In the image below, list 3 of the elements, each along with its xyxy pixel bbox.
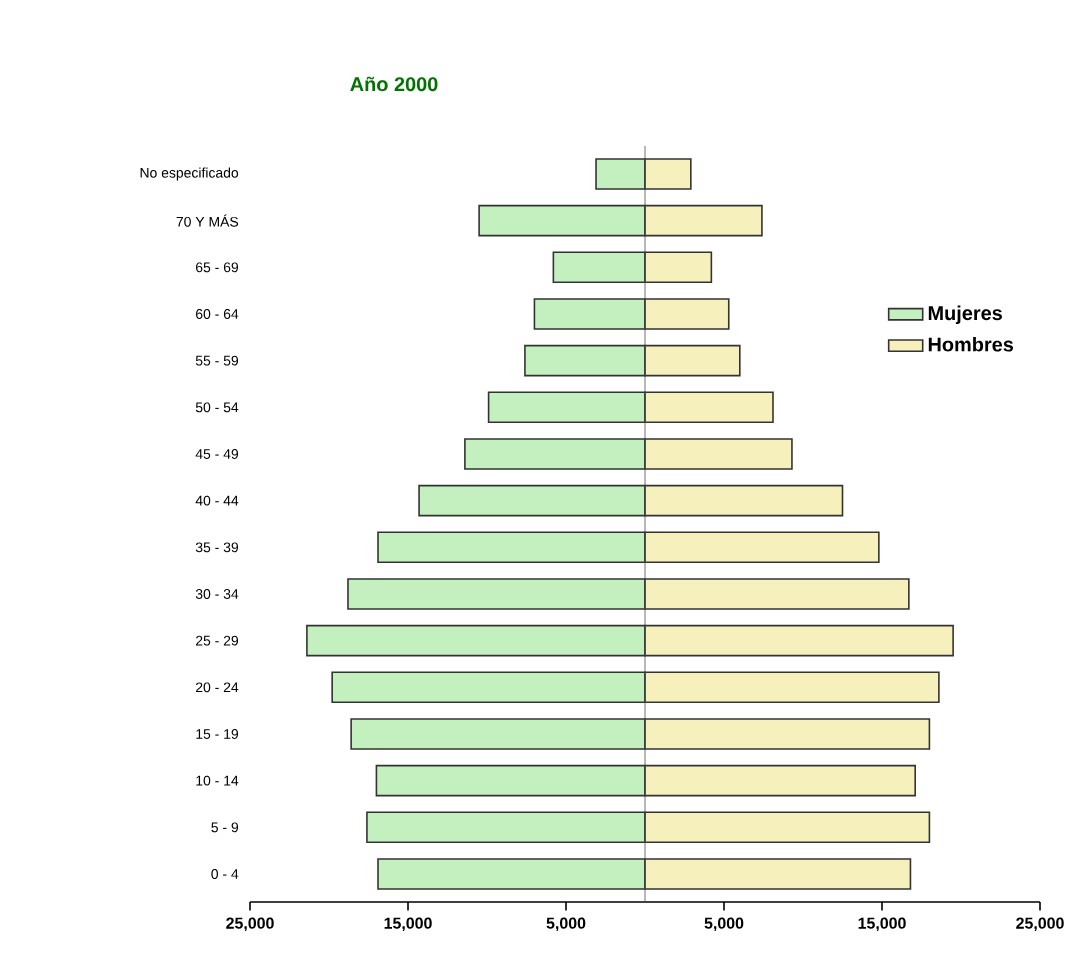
chart-title: Año 2000 <box>350 76 438 92</box>
legend-label: Hombres <box>928 336 1014 352</box>
legend-label: Mujeres <box>928 305 1002 325</box>
